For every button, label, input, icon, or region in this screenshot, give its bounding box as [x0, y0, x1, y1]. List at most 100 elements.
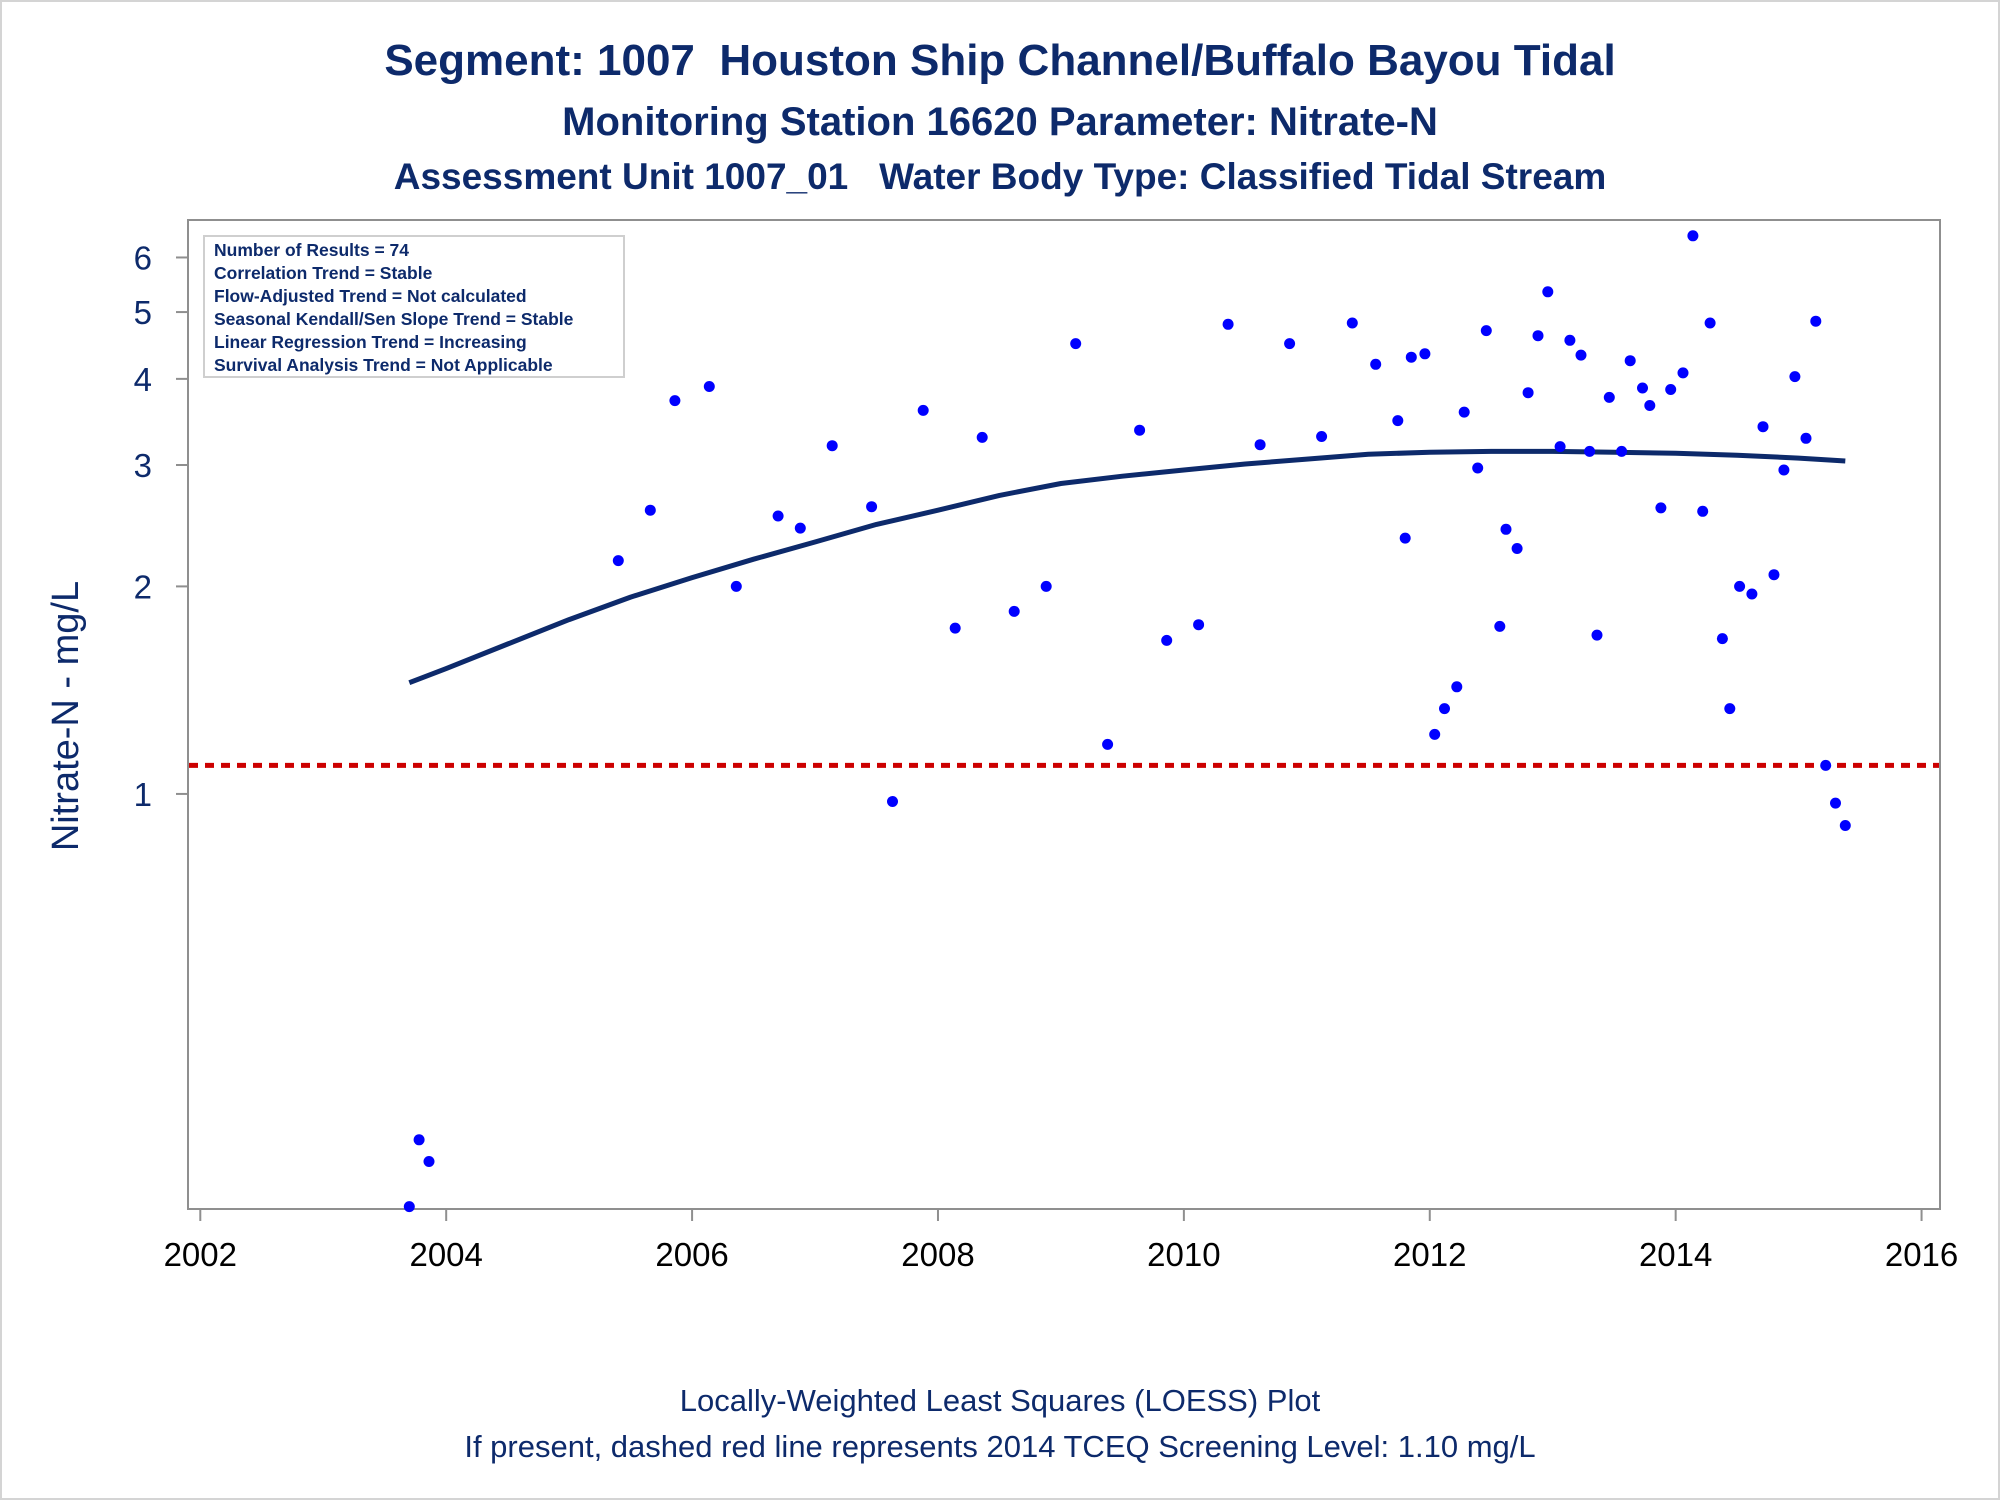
data-point: [1665, 384, 1677, 395]
data-point: [1316, 431, 1328, 442]
y-axis-label: Nitrate-N - mg/L: [45, 581, 87, 851]
y-tick-label: 2: [134, 568, 152, 605]
data-point: [1472, 462, 1484, 474]
data-point: [1451, 681, 1463, 693]
y-tick-label: 1: [134, 776, 152, 813]
data-point: [413, 1134, 425, 1146]
data-point: [1392, 415, 1404, 427]
x-tick-label: 2008: [901, 1236, 974, 1273]
data-point: [423, 1156, 435, 1167]
data-point: [1399, 532, 1411, 544]
data-point: [1687, 230, 1699, 242]
y-tick-label: 5: [134, 294, 152, 331]
data-point: [1637, 382, 1648, 394]
data-point: [1522, 387, 1534, 399]
x-tick-label: 2004: [409, 1236, 482, 1273]
data-point: [1439, 703, 1450, 715]
data-point: [1603, 391, 1615, 403]
data-point: [1494, 620, 1506, 632]
data-point: [644, 504, 656, 516]
x-tick-label: 2016: [1885, 1236, 1958, 1273]
trend-summary-box: Number of Results = 74 Correlation Trend …: [203, 235, 625, 378]
chart-subtitle: Monitoring Station 16620 Parameter: Nitr…: [562, 100, 1438, 144]
data-point: [669, 395, 681, 407]
data-point: [1655, 502, 1667, 514]
data-point: [1716, 633, 1728, 645]
data-point: [612, 555, 624, 567]
data-point: [1746, 588, 1758, 600]
data-point: [1480, 325, 1492, 337]
x-tick-label: 2002: [164, 1236, 237, 1273]
data-point: [1624, 355, 1636, 367]
plot-area-frame: [187, 219, 1941, 1210]
data-point: [949, 622, 961, 634]
data-point: [917, 404, 929, 416]
data-point: [1724, 703, 1736, 715]
x-tick-label: 2006: [655, 1236, 728, 1273]
data-point: [1419, 348, 1431, 360]
data-point: [1458, 406, 1470, 418]
data-point: [1800, 432, 1812, 444]
data-point: [1222, 318, 1234, 330]
data-point: [772, 510, 784, 522]
data-point: [1644, 400, 1656, 411]
data-point: [1734, 580, 1746, 592]
data-point: [1284, 338, 1296, 350]
data-point: [1193, 619, 1205, 631]
data-point: [730, 580, 742, 592]
y-tick-label: 6: [134, 239, 152, 276]
data-point: [1532, 330, 1544, 342]
data-point: [1370, 358, 1382, 370]
data-point: [866, 501, 878, 513]
data-point: [703, 381, 715, 392]
y-tick-label: 3: [134, 447, 152, 484]
data-point: [1820, 759, 1832, 771]
data-point: [1429, 728, 1441, 740]
x-tick-label: 2012: [1393, 1236, 1466, 1273]
data-point: [1757, 421, 1769, 433]
data-point: [1040, 580, 1052, 592]
footer-loess-note: Locally-Weighted Least Squares (LOESS) P…: [679, 1383, 1321, 1418]
footer-screening-note: If present, dashed red line represents 2…: [464, 1429, 1536, 1464]
data-point: [1008, 605, 1020, 617]
x-tick-label: 2014: [1639, 1236, 1712, 1273]
data-point: [1839, 820, 1851, 831]
data-point: [1161, 634, 1173, 646]
data-point: [1584, 445, 1596, 457]
data-point: [403, 1201, 415, 1213]
data-point: [1830, 797, 1841, 809]
trend-summary-line: Seasonal Kendall/Sen Slope Trend = Stabl…: [214, 309, 574, 329]
trend-summary-line: Number of Results = 74: [214, 240, 409, 260]
data-point: [1070, 338, 1082, 350]
data-point: [1677, 367, 1689, 379]
trend-summary-line: Correlation Trend = Stable: [214, 263, 433, 283]
data-point: [1254, 439, 1266, 451]
data-point: [1616, 445, 1628, 457]
data-point: [1591, 629, 1603, 641]
loess-curve: [408, 448, 1846, 686]
chart-subtitle-2: Assessment Unit 1007_01 Water Body Type:…: [393, 156, 1607, 197]
data-point: [1102, 738, 1114, 750]
data-point: [1768, 569, 1780, 581]
data-point: [1778, 464, 1790, 476]
data-point: [1405, 351, 1417, 363]
data-point: [1542, 286, 1554, 298]
data-point: [1564, 334, 1576, 346]
data-point: [826, 440, 838, 452]
trend-summary-line: Linear Regression Trend = Increasing: [214, 332, 527, 352]
data-point: [1500, 523, 1512, 535]
data-point: [1697, 505, 1709, 517]
data-point: [1554, 441, 1566, 453]
data-point: [1704, 317, 1716, 329]
data-point: [1134, 424, 1146, 436]
chart-title: Segment: 1007 Houston Ship Channel/Buffa…: [384, 36, 1616, 85]
data-point: [1810, 315, 1822, 327]
data-point: [1511, 543, 1523, 554]
trend-summary-line: Flow-Adjusted Trend = Not calculated: [214, 286, 527, 306]
data-point: [1789, 371, 1801, 383]
data-point: [1346, 317, 1358, 329]
data-point: [887, 796, 898, 807]
data-point: [976, 431, 988, 443]
